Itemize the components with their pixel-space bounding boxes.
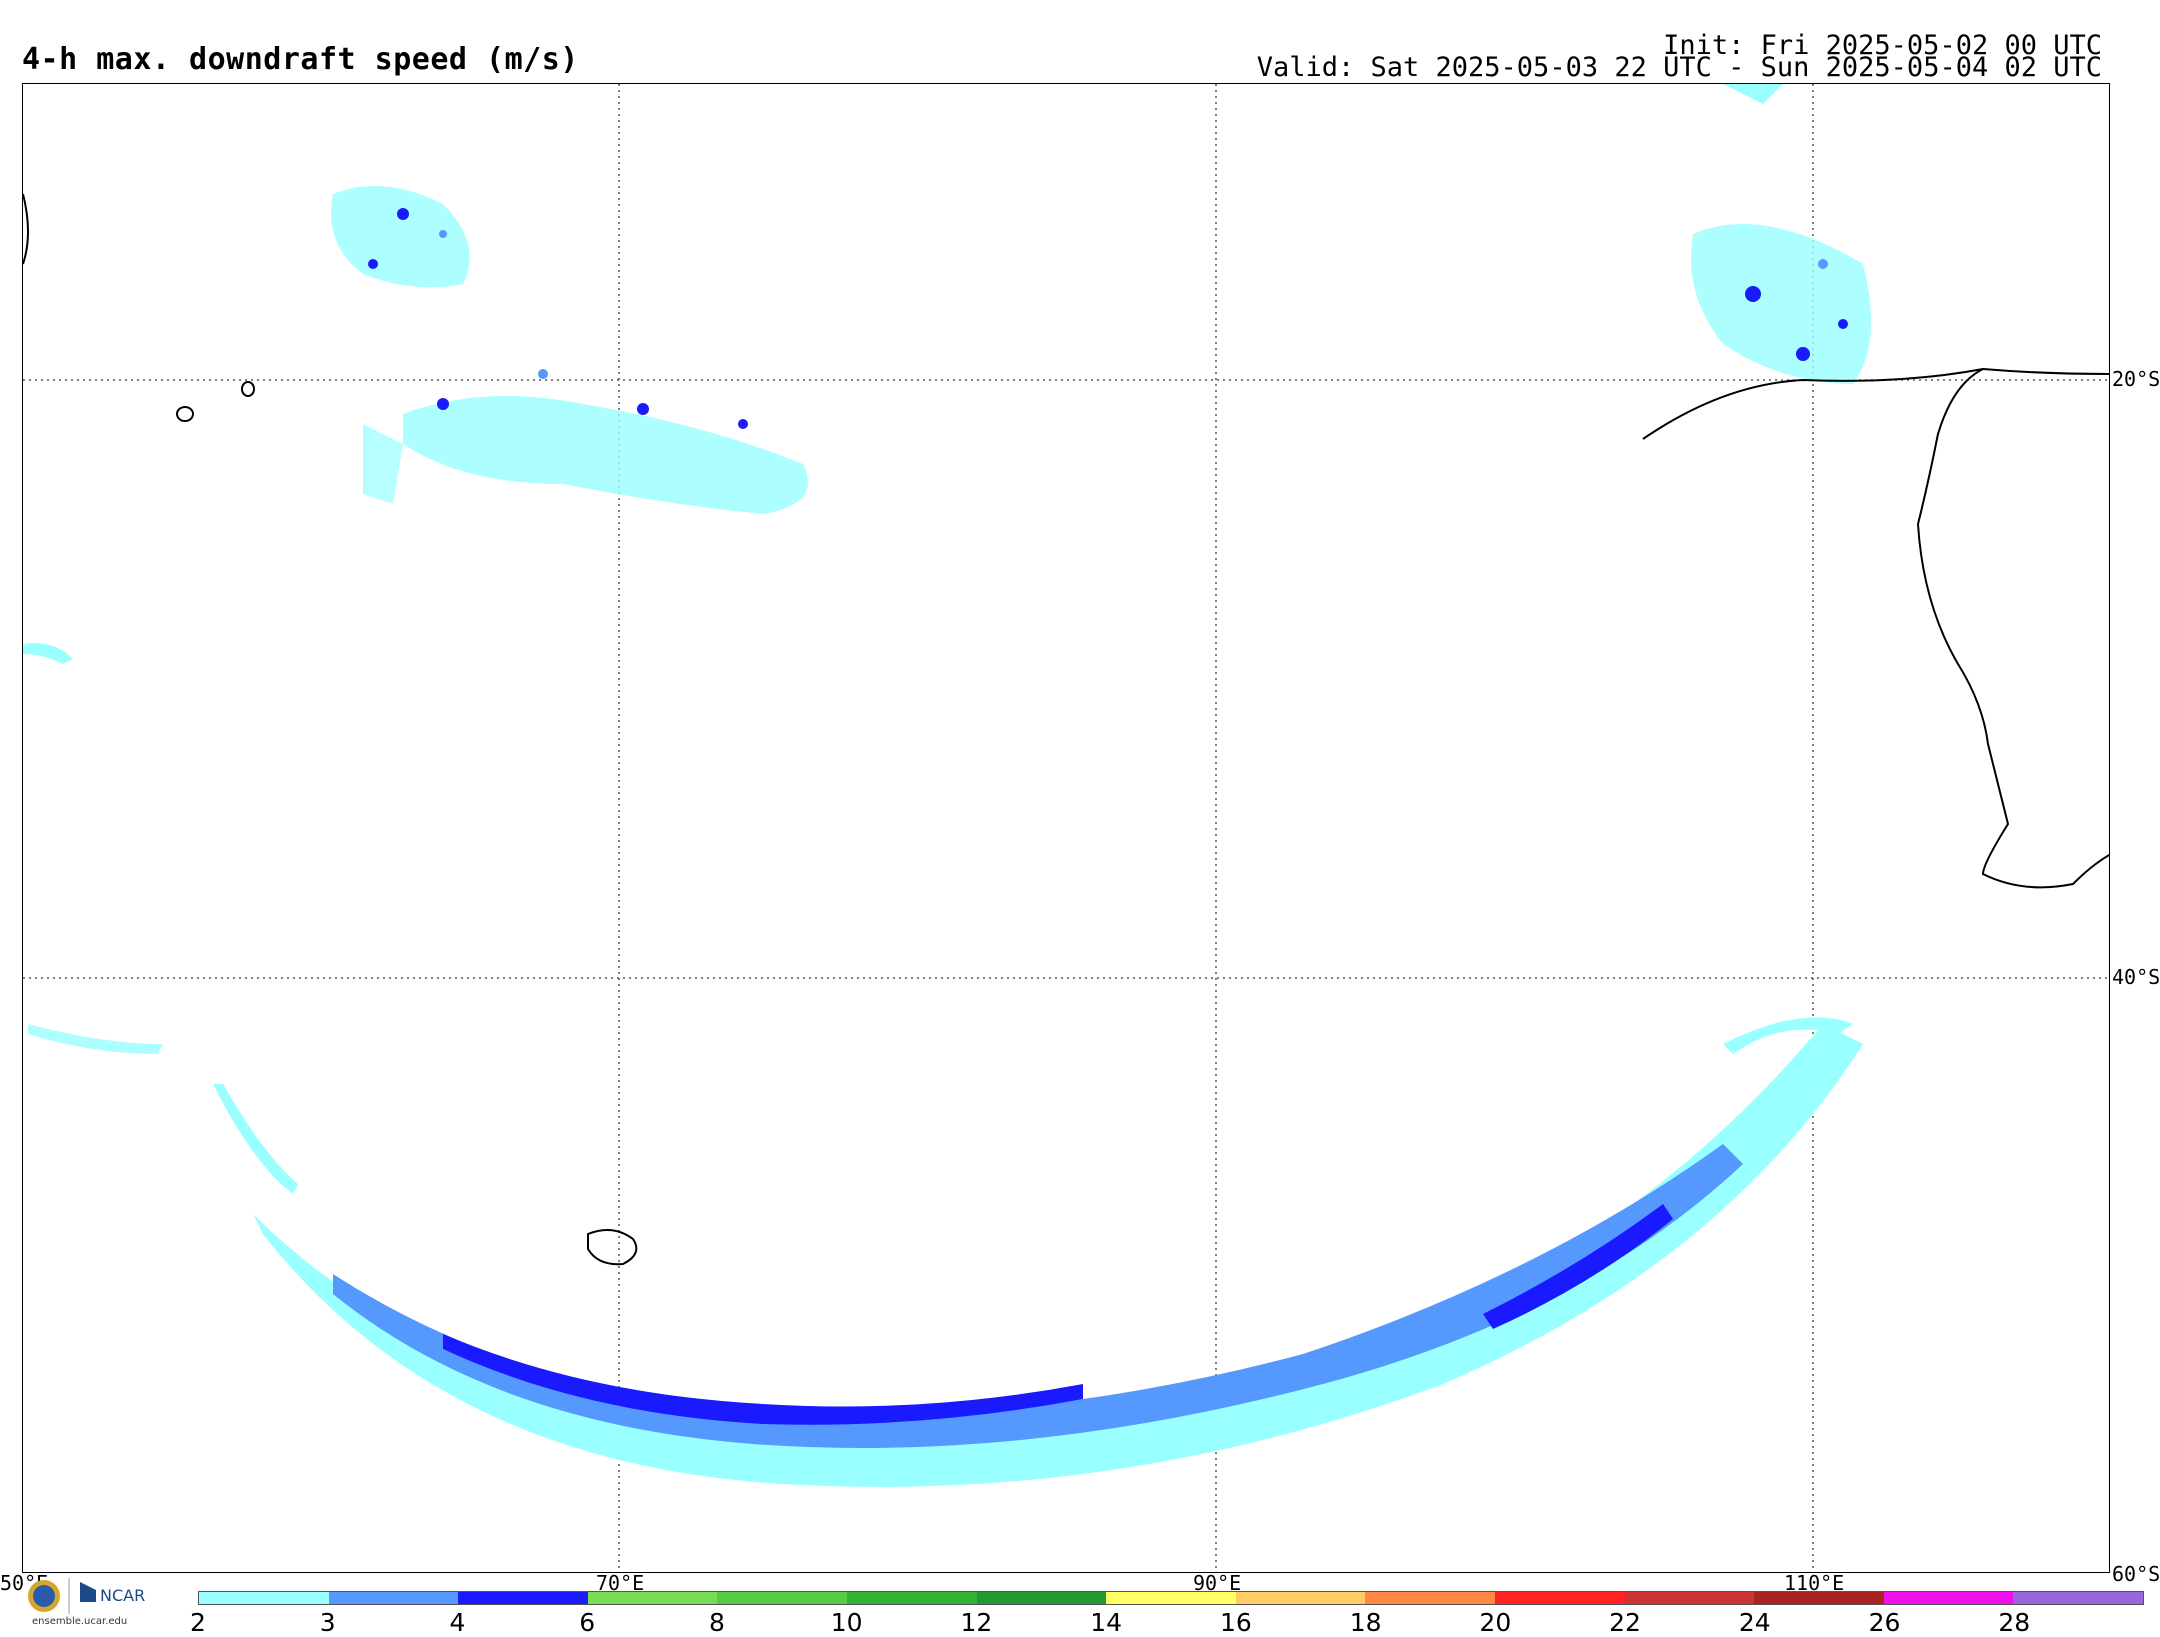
colorbar-tick-label: 12	[960, 1608, 993, 1637]
ncar-logo-text: NCAR	[100, 1586, 146, 1605]
colorbar-tick-label: 28	[1998, 1608, 2031, 1637]
colorbar	[198, 1591, 2144, 1605]
colorbar-swatch	[199, 1592, 329, 1604]
map-title: 4-h max. downdraft speed (m/s)	[22, 42, 579, 77]
colorbar-swatch	[846, 1592, 977, 1604]
init-time: Init: Fri 2025-05-02 00 UTC	[1663, 30, 2102, 61]
colorbar-tick-label: 14	[1090, 1608, 1123, 1637]
kerguelen-island	[587, 1229, 638, 1266]
downdraft-cells	[23, 84, 1871, 1054]
colorbar-swatch	[1494, 1592, 1625, 1604]
reunion-island	[241, 381, 255, 397]
colorbar-tick-label: 4	[449, 1608, 466, 1637]
colorbar-swatch	[587, 1592, 718, 1604]
colorbar-tick-label: 3	[319, 1608, 336, 1637]
ncar-mark-icon	[80, 1582, 96, 1602]
colorbar-swatch	[1883, 1592, 2014, 1604]
colorbar-swatch	[1754, 1592, 1884, 1604]
colorbar-swatch	[1624, 1592, 1755, 1604]
colorbar-tick-label: 10	[830, 1608, 863, 1637]
colorbar-tick-label: 16	[1219, 1608, 1252, 1637]
colorbar-swatch	[2013, 1592, 2143, 1604]
lat-label-40s: 40°S	[2112, 965, 2160, 989]
coastlines	[23, 193, 2109, 1266]
colorbar-tick-label: 20	[1479, 1608, 1512, 1637]
ncar-logo	[28, 1578, 96, 1614]
colorbar-swatch	[458, 1592, 588, 1604]
australia-coast-north	[1642, 367, 2109, 440]
colorbar-tick-label: 26	[1868, 1608, 1901, 1637]
colorbar-swatch	[976, 1592, 1107, 1604]
map-canvas	[23, 84, 2109, 1572]
colorbar-swatch	[717, 1592, 847, 1604]
colorbar-tick-label: 6	[579, 1608, 596, 1637]
colorbar-tick-label: 2	[190, 1608, 206, 1637]
colorbar-swatch	[1106, 1592, 1236, 1604]
graticule	[23, 84, 2109, 1572]
colorbar-swatch	[1235, 1592, 1366, 1604]
downdraft-band	[213, 1017, 1863, 1487]
colorbar-tick-label: 8	[708, 1608, 725, 1637]
colorbar-swatch	[328, 1592, 459, 1604]
map-panel[interactable]	[22, 83, 2110, 1573]
colorbar-swatch	[1365, 1592, 1495, 1604]
mauritius-island	[176, 406, 194, 422]
lat-label-20s: 20°S	[2112, 367, 2160, 391]
lat-label-60s: 60°S	[2112, 1562, 2160, 1586]
madagascar-coast	[23, 193, 29, 265]
australia-coast-west	[1916, 368, 2109, 889]
logo-url[interactable]: ensemble.ucar.edu	[32, 1616, 128, 1627]
colorbar-tick-label: 22	[1609, 1608, 1641, 1637]
valid-time: Valid: Sat 2025-05-03 22 UTC - Sun 2025-…	[1256, 52, 2102, 83]
colorbar-tick-label: 24	[1738, 1608, 1771, 1637]
colorbar-tick-label: 18	[1349, 1608, 1382, 1637]
